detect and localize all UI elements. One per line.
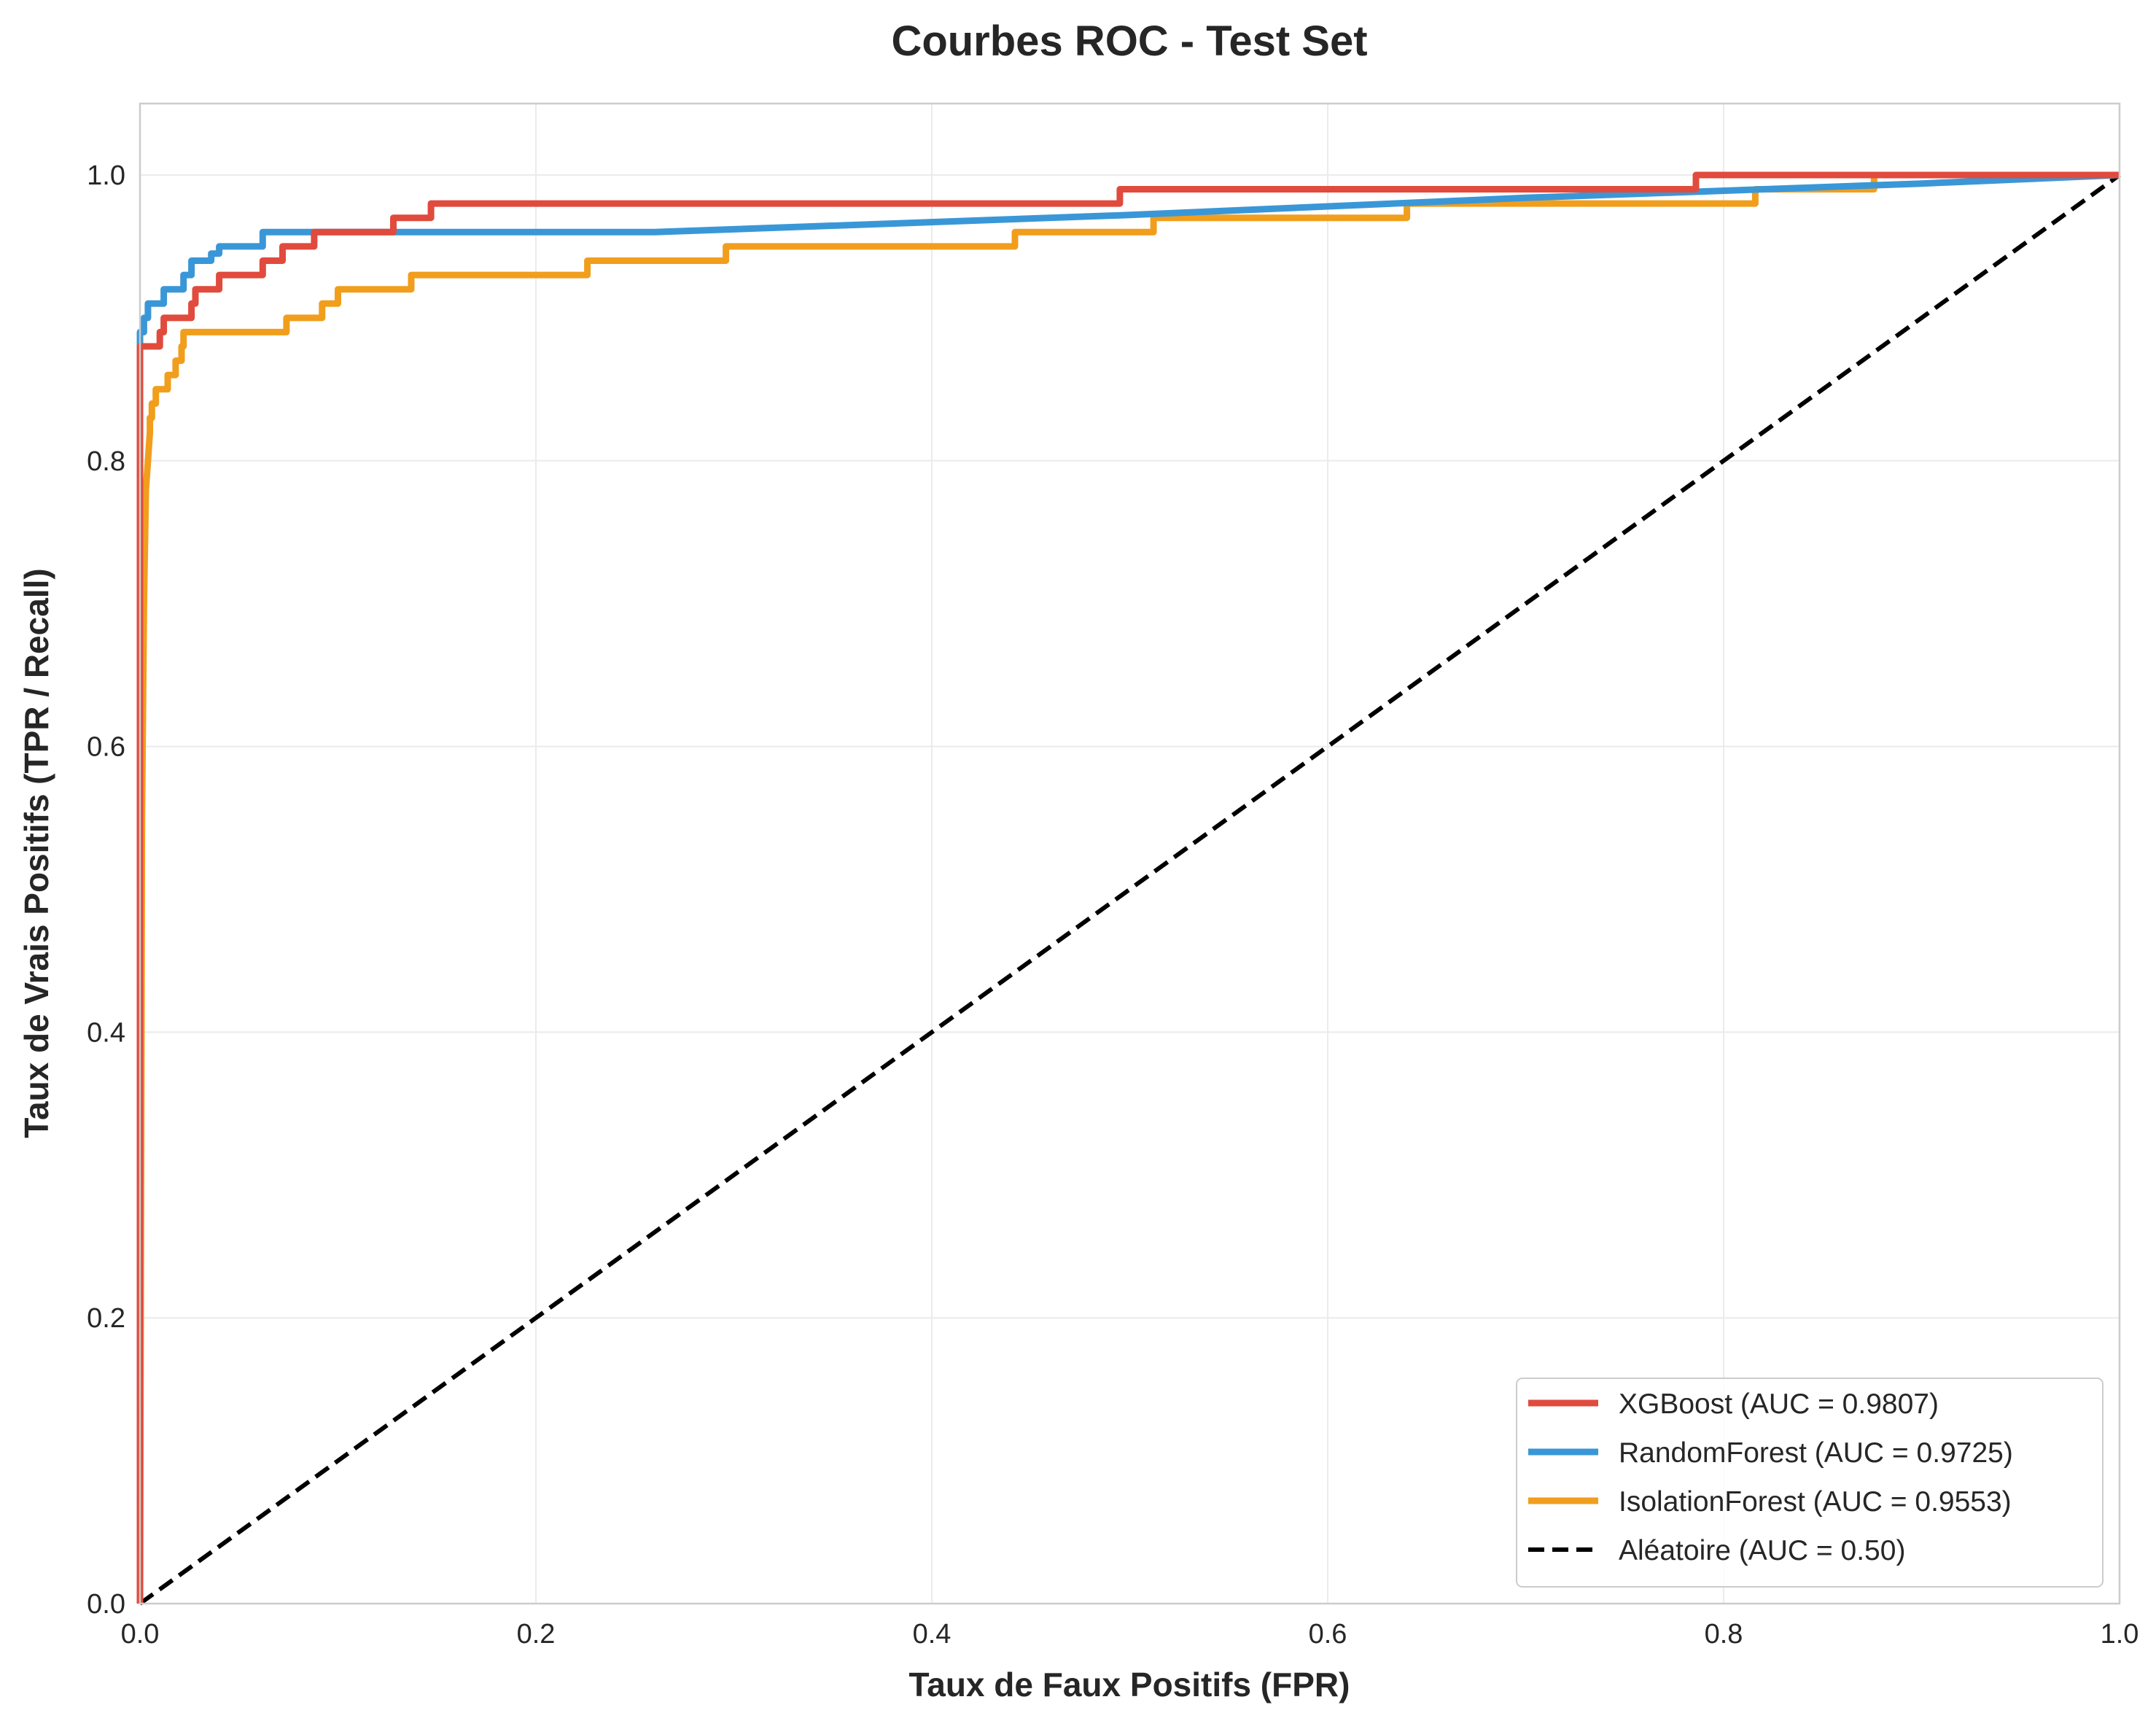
series-line-3 <box>139 173 2121 1606</box>
legend-label: RandomForest (AUC = 0.9725) <box>1619 1437 2013 1469</box>
series-lines <box>136 171 2121 1606</box>
x-tick-label: 0.8 <box>1705 1619 1743 1650</box>
legend: XGBoost (AUC = 0.9807) RandomForest (AUC … <box>1516 1378 2104 1588</box>
series-line-0 <box>136 171 2120 1604</box>
y-tick-label: 1.0 <box>87 160 125 191</box>
y-tick-label: 0.0 <box>87 1589 125 1620</box>
legend-label: IsolationForest (AUC = 0.9553) <box>1619 1486 2012 1518</box>
y-axis-label: Taux de Vrais Positifs (TPR / Recall) <box>17 568 55 1138</box>
x-tick-label: 0.6 <box>1309 1619 1347 1650</box>
y-tick-label: 0.6 <box>87 732 125 763</box>
legend-label: Aléatoire (AUC = 0.50) <box>1619 1535 1905 1566</box>
legend-label: XGBoost (AUC = 0.9807) <box>1619 1388 1939 1420</box>
series-line-2 <box>136 171 2120 1604</box>
plot-frame <box>139 102 2121 1605</box>
y-tick-label: 0.4 <box>87 1017 125 1048</box>
y-tick-label: 0.8 <box>87 446 125 477</box>
x-tick-label: 0.4 <box>913 1619 951 1650</box>
plot-area <box>140 104 2120 1604</box>
x-tick-label: 1.0 <box>2101 1619 2139 1650</box>
x-tick-labels: 0.0 0.2 0.4 0.6 0.8 1.0 <box>121 1619 2139 1650</box>
x-tick-label: 0.2 <box>517 1619 556 1650</box>
chart-title: Courbes ROC - Test Set <box>891 18 1367 65</box>
y-tick-label: 0.2 <box>87 1303 125 1334</box>
x-axis-label: Taux de Faux Positifs (FPR) <box>909 1666 1350 1703</box>
series-line-1 <box>136 171 2120 1604</box>
legend-box <box>1516 1378 2104 1588</box>
x-tick-label: 0.0 <box>121 1619 160 1650</box>
y-tick-labels: 0.0 0.2 0.4 0.6 0.8 1.0 <box>87 160 125 1620</box>
